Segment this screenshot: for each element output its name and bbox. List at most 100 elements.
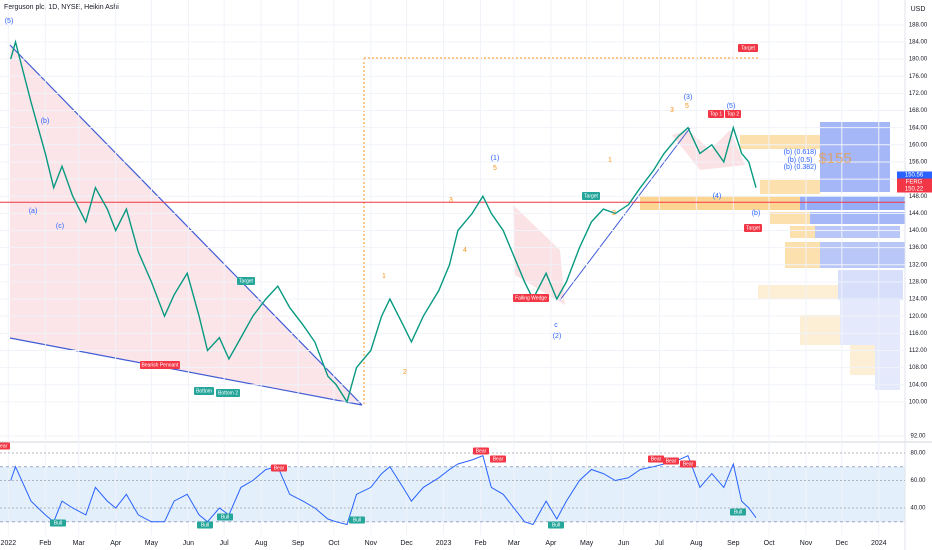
annotation-label: (b) <box>752 210 761 217</box>
x-tick-label: Aug <box>690 540 703 547</box>
annotation-box <box>744 224 762 232</box>
annotation-label: (5) <box>727 103 736 110</box>
rsi-signal-label: Bull <box>734 509 742 515</box>
annotation-box <box>738 44 758 52</box>
annotation-label: Top 2 <box>727 111 739 117</box>
annotation-label: (c) <box>56 223 64 230</box>
x-tick-label: Oct <box>764 540 775 547</box>
rsi-signal-label: Bear <box>476 448 487 454</box>
y-tick-label: 112.00 <box>909 348 928 354</box>
annotation-box <box>216 389 240 397</box>
annotation-label: Target <box>584 193 599 199</box>
x-tick-label: May <box>145 540 159 547</box>
annotation-label: 5 <box>493 165 497 172</box>
annotation-label: (b) (0.5) <box>788 157 813 164</box>
y-tick-label: 116.00 <box>909 331 928 337</box>
rsi-signal-label: Bull <box>54 520 62 526</box>
annotation-box <box>582 192 600 200</box>
x-tick-label: Nov <box>365 540 378 547</box>
trend-line <box>9 337 363 406</box>
y-tick-label: 132.00 <box>909 262 928 268</box>
annotation-label: Target <box>741 45 756 51</box>
price-tag <box>897 178 932 186</box>
x-tick-label: Jul <box>655 540 664 547</box>
y-tick-label: 124.00 <box>909 297 928 303</box>
rsi-signal-box <box>197 521 213 529</box>
price-line <box>10 39 757 404</box>
rsi-signal-box <box>0 442 10 450</box>
annotation-label: (b) (0.382) <box>784 164 817 171</box>
annotation-label: (b) (0.618) <box>784 149 817 156</box>
price-tag-label: FERG <box>906 180 923 186</box>
y-tick-label: 184.00 <box>909 40 928 46</box>
y-tick-label: 140.00 <box>909 228 928 234</box>
annotation-label: c <box>554 322 558 329</box>
rsi-signal-box <box>490 455 506 463</box>
price-tag-label: 150.56 <box>905 173 924 179</box>
y-tick-label: 100.00 <box>909 399 928 405</box>
rsi-signal-box <box>648 455 664 463</box>
rsi-signal-box <box>473 447 489 455</box>
y-tick-label: 176.00 <box>909 74 928 80</box>
x-tick-label: May <box>580 540 594 547</box>
annotation-label: 3 <box>449 197 453 204</box>
annotation-label: (1) <box>491 155 500 162</box>
x-tick-label: Sep <box>292 540 305 547</box>
annotation-label: (5) <box>5 18 14 25</box>
x-tick-label: Sep <box>727 540 740 547</box>
rsi-signal-box <box>663 457 679 465</box>
x-tick-label: Jun <box>618 540 629 547</box>
annotation-label: 3 <box>670 107 674 114</box>
annotation-label: $155 <box>818 150 851 167</box>
price-tag <box>897 185 932 193</box>
x-tick-label: Oct <box>328 540 339 547</box>
rsi-signal-label: Bull <box>201 522 209 528</box>
price-tag <box>897 171 932 179</box>
y-tick-label: 180.00 <box>909 57 928 63</box>
annotation-box <box>237 277 255 285</box>
rsi-signal-label: Bull <box>221 514 229 520</box>
rsi-signal-label: Bear <box>0 443 8 449</box>
annotation-label: (2) <box>553 333 562 340</box>
rsi-signal-box <box>730 508 746 516</box>
y-tick-label: 188.00 <box>909 22 928 28</box>
annotation-label: Falling Wedge <box>515 295 547 301</box>
x-tick-label: Mar <box>508 540 521 547</box>
trend-line <box>9 44 363 406</box>
annotation-box <box>725 110 741 118</box>
annotation-label: 2 <box>612 210 616 217</box>
y-tick-label: 156.00 <box>909 160 928 166</box>
x-tick-label: Jul <box>220 540 229 547</box>
annotation-label: (3) <box>684 94 693 101</box>
annotation-label: 1 <box>382 273 386 280</box>
rsi-signal-label: Bull <box>552 522 560 528</box>
rsi-band <box>0 467 905 522</box>
y-tick-label: 160.00 <box>909 142 928 148</box>
y-tick-label: 108.00 <box>909 365 928 371</box>
x-tick-label: Aug <box>255 540 268 547</box>
annotation-label: Bottom <box>196 388 212 394</box>
annotation-label: (4) <box>713 193 722 200</box>
y-tick-label: 144.00 <box>909 211 928 217</box>
annotation-label: 1 <box>608 157 612 164</box>
rsi-signal-label: Bear <box>683 461 694 467</box>
rsi-signal-label: Bear <box>666 458 677 464</box>
rsi-signal-box <box>271 464 287 472</box>
x-tick-label: Mar <box>73 540 86 547</box>
rsi-signal-label: Bear <box>274 465 285 471</box>
x-tick-label: Nov <box>800 540 813 547</box>
annotation-label: Target <box>239 278 254 284</box>
rsi-line <box>10 455 757 526</box>
price-tag-label: 150.22 <box>905 187 924 193</box>
annotation-label: Bottom 2 <box>218 390 238 396</box>
annotation-label: 5 <box>685 103 689 110</box>
rsi-signal-box <box>680 460 696 468</box>
rsi-signal-box <box>217 513 233 521</box>
annotation-box <box>140 361 180 369</box>
currency: USD <box>911 6 926 13</box>
y-tick-label: 164.00 <box>909 125 928 131</box>
rsi-signal-box <box>548 521 564 529</box>
annotation-label: Bearish Pennant <box>142 362 180 368</box>
